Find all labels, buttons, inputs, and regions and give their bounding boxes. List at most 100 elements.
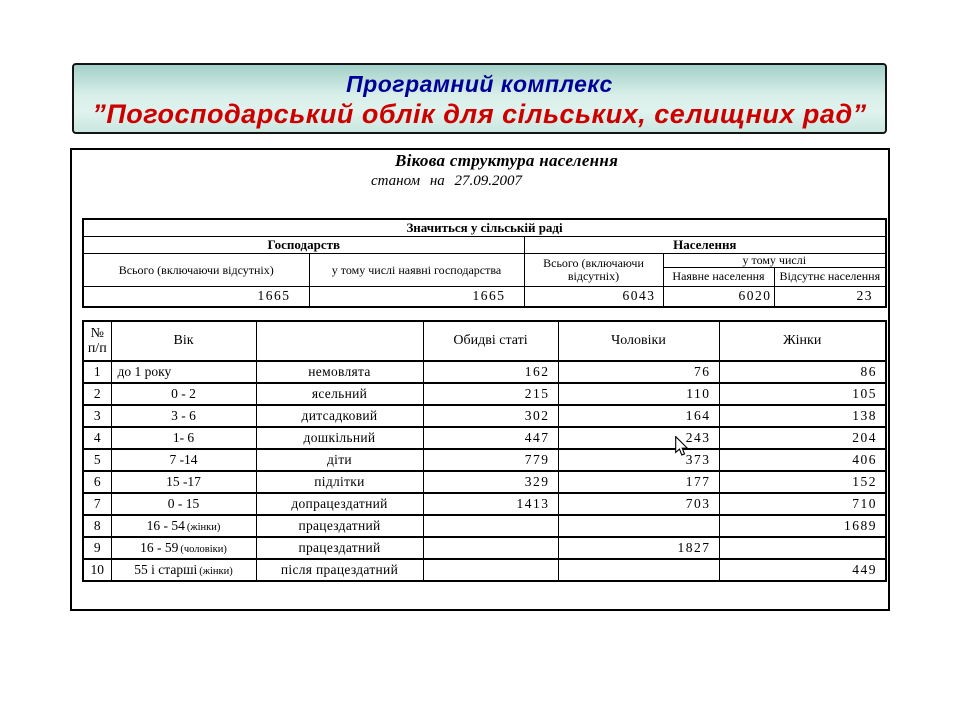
summary-title-row: Значиться у сільській раді: [82, 218, 887, 237]
report-page: Вікова структура населення станом на 27.…: [70, 148, 890, 611]
age-structure-table: № п/п Вік Обидві статі Чоловіки Жінки 1 …: [82, 320, 887, 582]
table-row: 7 0 - 15 допрацездатний 1413 703 710: [82, 492, 887, 516]
cell-category: після працездатний: [255, 558, 424, 582]
summary-subheader-row-1: Всього (включаючи відсутніх) у тому числ…: [82, 253, 887, 287]
cell-both: [422, 558, 559, 582]
cell-age: 7 -14: [110, 448, 257, 472]
age-note: (чоловіки): [180, 544, 227, 555]
cell-category: ясельний: [255, 382, 424, 406]
cell-women: 152: [718, 470, 887, 494]
cell-women: 449: [718, 558, 887, 582]
header-men: Чоловіки: [557, 320, 720, 362]
cell-num: 5: [82, 448, 112, 472]
table-row: 6 15 -17 підлітки 329 177 152: [82, 470, 887, 494]
header-women: Жінки: [718, 320, 887, 362]
cell-category: працездатний: [255, 514, 424, 538]
table-row: 3 3 - 6 дитсадковий 302 164 138: [82, 404, 887, 428]
value-households-total: 1665: [82, 285, 310, 308]
cell-category: діти: [255, 448, 424, 472]
cell-age: 3 - 6: [110, 404, 257, 428]
cell-women: 138: [718, 404, 887, 428]
summary-values-row: 1665 1665 6043 6020 23: [82, 285, 887, 308]
value-households-present: 1665: [308, 285, 525, 308]
table-row: 4 1- 6 дошкільний 447 243 204: [82, 426, 887, 450]
cell-category: підлітки: [255, 470, 424, 494]
cell-women: 1689: [718, 514, 887, 538]
col-population-present: Наявне населення: [662, 266, 775, 287]
cell-category: працездатний: [255, 536, 424, 560]
cell-both: 329: [422, 470, 559, 494]
program-subtitle: ”Погосподарський облік для сільських, се…: [92, 99, 867, 129]
cell-age: 1- 6: [110, 426, 257, 450]
summary-title: Значиться у сільській раді: [82, 218, 887, 237]
cell-both: [422, 536, 559, 560]
cell-age: 15 -17: [110, 470, 257, 494]
cell-age: 16 - 54 (жінки): [110, 514, 257, 538]
table-row: 9 16 - 59 (чоловіки) працездатний 1827: [82, 536, 887, 560]
cell-age: 0 - 15: [110, 492, 257, 516]
col-population-absent: Відсутнє населення: [773, 266, 887, 287]
age-note: (жінки): [186, 522, 221, 533]
cell-age: до 1 року: [110, 360, 257, 384]
cell-both: 1413: [422, 492, 559, 516]
cell-num: 10: [82, 558, 112, 582]
table-row: 1 до 1 року немовлята 162 76 86: [82, 360, 887, 384]
group-households: Господарств: [82, 236, 525, 254]
age-note: (жінки): [199, 566, 233, 577]
cell-men: 243: [557, 426, 720, 450]
table-row: 2 0 - 2 ясельний 215 110 105: [82, 382, 887, 406]
cell-men: 164: [557, 404, 720, 428]
cell-both: 302: [422, 404, 559, 428]
cell-men: [557, 558, 720, 582]
age-table-header-row: № п/п Вік Обидві статі Чоловіки Жінки: [82, 320, 887, 362]
cell-men: 703: [557, 492, 720, 516]
cell-age: 16 - 59 (чоловіки): [110, 536, 257, 560]
header-both-sexes: Обидві статі: [422, 320, 559, 362]
age-value: 16 - 59: [140, 540, 179, 555]
cell-both: [422, 514, 559, 538]
program-banner: Програмний комплекс ”Погосподарський обл…: [72, 63, 887, 134]
arrow-cursor-icon: [675, 436, 689, 456]
cell-num: 6: [82, 470, 112, 494]
cell-men: 177: [557, 470, 720, 494]
value-population-present: 6020: [662, 285, 775, 308]
cell-both: 779: [422, 448, 559, 472]
cell-men: 110: [557, 382, 720, 406]
cell-category: дитсадковий: [255, 404, 424, 428]
cell-both: 162: [422, 360, 559, 384]
table-row: 10 55 і старші (жінки) після працездатний…: [82, 558, 887, 582]
table-row: 5 7 -14 діти 779 373 406: [82, 448, 887, 472]
cell-women: 86: [718, 360, 887, 384]
program-name: Програмний комплекс: [346, 71, 613, 97]
cell-category: немовлята: [255, 360, 424, 384]
col-households-total: Всього (включаючи відсутніх): [82, 253, 310, 287]
cell-num: 8: [82, 514, 112, 538]
summary-group-row: Господарств Населення: [82, 236, 887, 254]
cell-num: 3: [82, 404, 112, 428]
cell-num: 2: [82, 382, 112, 406]
cell-both: 447: [422, 426, 559, 450]
cell-men: 76: [557, 360, 720, 384]
report-date: станом на 27.09.2007: [371, 173, 523, 189]
cell-women: 105: [718, 382, 887, 406]
cell-age: 55 і старші (жінки): [110, 558, 257, 582]
table-row: 8 16 - 54 (жінки) працездатний 1689: [82, 514, 887, 538]
cell-both: 215: [422, 382, 559, 406]
cell-num: 1: [82, 360, 112, 384]
cell-num: 9: [82, 536, 112, 560]
cell-men: 373: [557, 448, 720, 472]
age-value: 55 і старші: [134, 562, 198, 577]
report-title: Вікова структура населення: [395, 151, 619, 170]
cell-women: [718, 536, 887, 560]
cell-men: [557, 514, 720, 538]
age-value: 16 - 54: [146, 518, 185, 533]
cell-num: 4: [82, 426, 112, 450]
cell-women: 406: [718, 448, 887, 472]
header-num: № п/п: [82, 320, 112, 362]
cell-women: 710: [718, 492, 887, 516]
cell-women: 204: [718, 426, 887, 450]
value-population-total: 6043: [523, 285, 664, 308]
summary-table: Значиться у сільській раді Господарств Н…: [82, 218, 888, 309]
cell-category: допрацездатний: [255, 492, 424, 516]
col-population-breakdown: у тому числі: [662, 253, 887, 268]
